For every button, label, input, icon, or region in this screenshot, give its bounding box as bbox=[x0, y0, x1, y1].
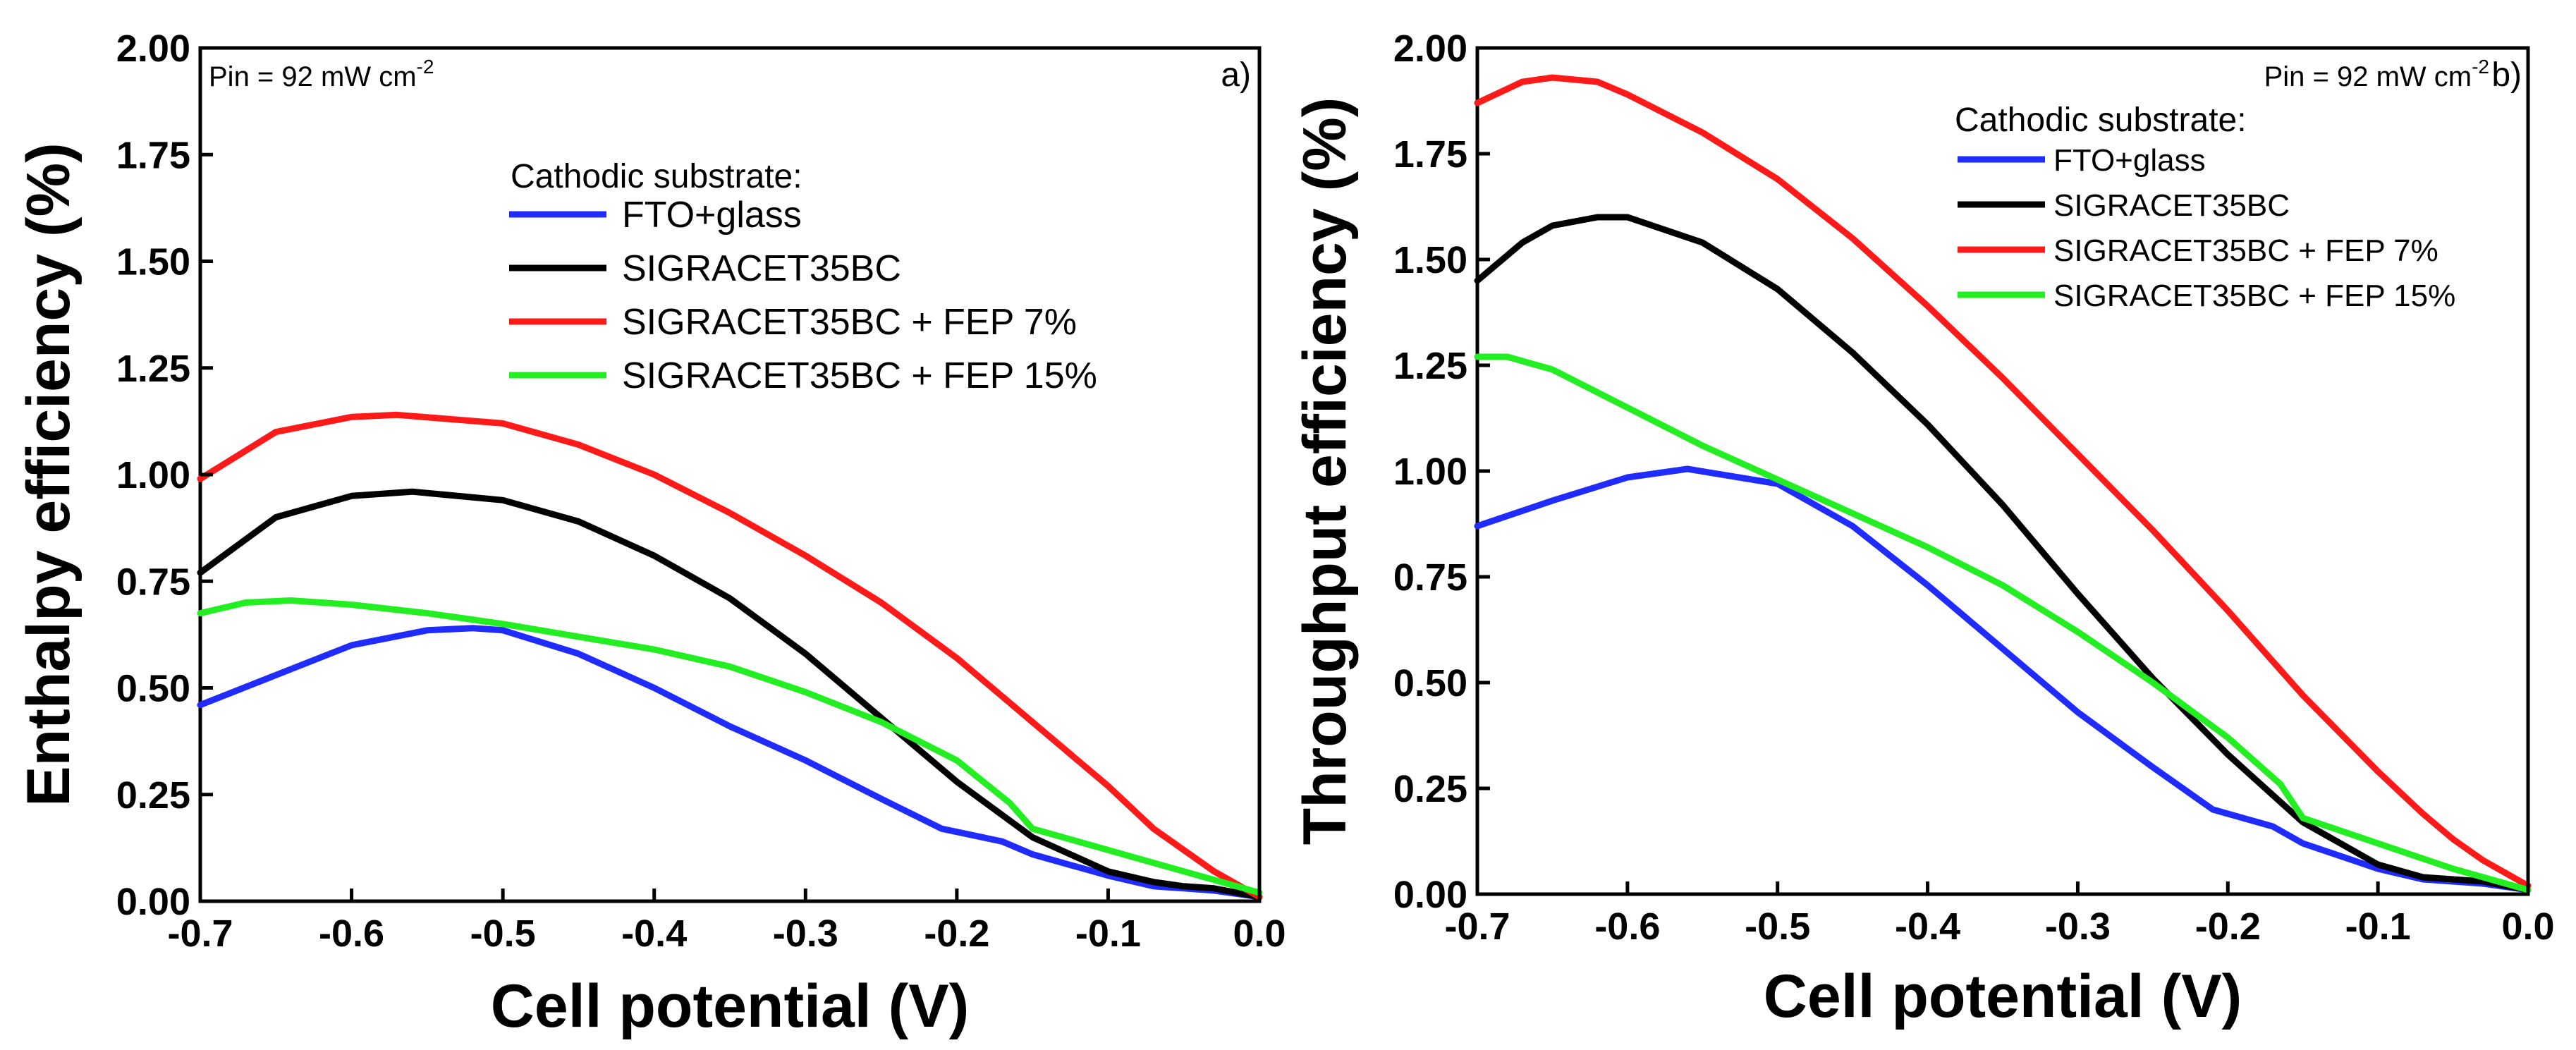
panel-b-x-tick-label: -0.1 bbox=[2345, 905, 2411, 948]
panel-b-series-sigracet35bc-fep-7 bbox=[1474, 74, 2532, 889]
panel-b-y-tick-label: 0.00 bbox=[1393, 874, 1467, 916]
panel-b-legend-fep15: SIGRACET35BC + FEP 15% bbox=[2053, 279, 2455, 313]
panel-a-ticks: -0.7 -0.6 -0.5 -0.4 -0.3 -0.2 -0.1 0.0 0.00 0.25 0… bbox=[116, 28, 1286, 955]
panel-b-x-tick-label: -0.6 bbox=[1594, 905, 1660, 948]
panel-a-y-axis-title: Enthalpy efficiency (%) bbox=[15, 142, 83, 806]
panel-a-y-tick-label: 1.50 bbox=[116, 241, 190, 283]
panel-a-legend-fto-glass: FTO+glass bbox=[622, 195, 802, 236]
panel-a-y-tick-label: 1.00 bbox=[116, 454, 190, 496]
panel-a-legend-sigracet35bc: SIGRACET35BC bbox=[622, 248, 901, 289]
panel-a-y-tick-label: 2.00 bbox=[116, 28, 190, 70]
panel-a-x-tick-label: -0.5 bbox=[470, 912, 536, 955]
panel-b-series bbox=[1474, 74, 2532, 893]
panel-a-y-tick-label: 0.75 bbox=[116, 561, 190, 603]
panel-a-x-tick-label: -0.1 bbox=[1075, 912, 1141, 955]
panel-b-y-tick-label: 1.00 bbox=[1393, 451, 1467, 493]
panel-b-y-tick-label: 0.25 bbox=[1393, 768, 1467, 810]
panel-b-x-tick-label: -0.2 bbox=[2195, 905, 2261, 948]
panel-b-legend-title: Cathodic substrate: bbox=[1955, 102, 2247, 139]
panel-b-x-tick-label: 0.0 bbox=[2501, 905, 2554, 948]
panel-a: -0.7 -0.6 -0.5 -0.4 -0.3 -0.2 -0.1 0.0 0.00 0.25 0… bbox=[15, 28, 1286, 1040]
panel-b-x-tick-label: -0.4 bbox=[1895, 905, 1960, 948]
panel-b-label: b) bbox=[2491, 56, 2522, 94]
panel-b-x-tick-label: -0.7 bbox=[1444, 905, 1510, 948]
panel-a-label: a) bbox=[1221, 56, 1251, 94]
panel-a-y-tick-label: 1.25 bbox=[116, 348, 190, 390]
panel-a-legend-fep15: SIGRACET35BC + FEP 15% bbox=[622, 355, 1097, 396]
panel-b-y-tick-label: 1.50 bbox=[1393, 239, 1467, 281]
panel-b-y-tick-label: 0.75 bbox=[1393, 556, 1467, 599]
panel-b-legend-fto-glass: FTO+glass bbox=[2053, 143, 2206, 178]
panel-a-x-axis-title: Cell potential (V) bbox=[491, 972, 969, 1040]
panel-b-legend-fep7: SIGRACET35BC + FEP 7% bbox=[2053, 233, 2438, 268]
panel-b: -0.7 -0.6 -0.5 -0.4 -0.3 -0.2 -0.1 0.0 0.00 0.25 0… bbox=[1291, 28, 2555, 1030]
panel-a-series-sigracet35bc-fep-15 bbox=[197, 597, 1263, 896]
panel-b-y-axis-title: Throughput efficiency (%) bbox=[1291, 97, 1359, 846]
panel-a-pin-annotation: Pin = 92 mW cm-2 bbox=[209, 56, 434, 92]
panel-b-y-tick-label: 2.00 bbox=[1393, 28, 1467, 70]
panel-b-legend: Cathodic substrate: FTO+glass SIGRACET35… bbox=[1955, 102, 2455, 313]
panel-a-x-tick-label: -0.4 bbox=[621, 912, 687, 955]
panel-a-y-tick-label: 0.25 bbox=[116, 774, 190, 817]
panel-b-x-axis-title: Cell potential (V) bbox=[1764, 963, 2242, 1030]
panel-b-y-tick-label: 0.50 bbox=[1393, 662, 1467, 704]
panel-a-x-tick-label: 0.0 bbox=[1233, 912, 1286, 955]
panel-b-y-tick-label: 1.25 bbox=[1393, 345, 1467, 387]
panel-b-y-tick-label: 1.75 bbox=[1393, 133, 1467, 176]
panel-a-y-tick-label: 1.75 bbox=[116, 134, 190, 176]
panel-a-series-fto-glass bbox=[197, 625, 1263, 901]
panel-b-x-tick-label: -0.3 bbox=[2045, 905, 2111, 948]
panel-b-series-sigracet35bc-fep-15 bbox=[1474, 353, 2532, 893]
panel-a-legend-title: Cathodic substrate: bbox=[511, 158, 802, 195]
panel-b-ticks: -0.7 -0.6 -0.5 -0.4 -0.3 -0.2 -0.1 0.0 0.00 0.25 0… bbox=[1393, 28, 2555, 948]
panel-a-x-tick-label: -0.6 bbox=[319, 912, 384, 955]
panel-b-series-fto-glass bbox=[1474, 465, 2532, 893]
panel-b-legend-sigracet35bc: SIGRACET35BC bbox=[2053, 188, 2290, 223]
panel-a-legend: Cathodic substrate: FTO+glass SIGRACET35… bbox=[509, 158, 1097, 396]
panel-a-y-tick-label: 0.50 bbox=[116, 668, 190, 710]
panel-a-legend-fep7: SIGRACET35BC + FEP 7% bbox=[622, 302, 1077, 343]
panel-a-series bbox=[197, 411, 1263, 901]
panel-a-x-tick-label: -0.2 bbox=[924, 912, 989, 955]
panel-b-pin-annotation: Pin = 92 mW cm-2 bbox=[2264, 56, 2489, 92]
panel-a-x-tick-label: -0.3 bbox=[773, 912, 838, 955]
panel-a-x-tick-label: -0.7 bbox=[167, 912, 233, 955]
panel-b-series-sigracet35bc bbox=[1474, 214, 2532, 893]
panel-a-series-sigracet35bc-fep-7 bbox=[197, 411, 1263, 901]
panel-b-x-tick-label: -0.5 bbox=[1745, 905, 1810, 948]
panel-a-series-sigracet35bc bbox=[197, 488, 1263, 901]
panel-a-y-tick-label: 0.00 bbox=[116, 881, 190, 923]
